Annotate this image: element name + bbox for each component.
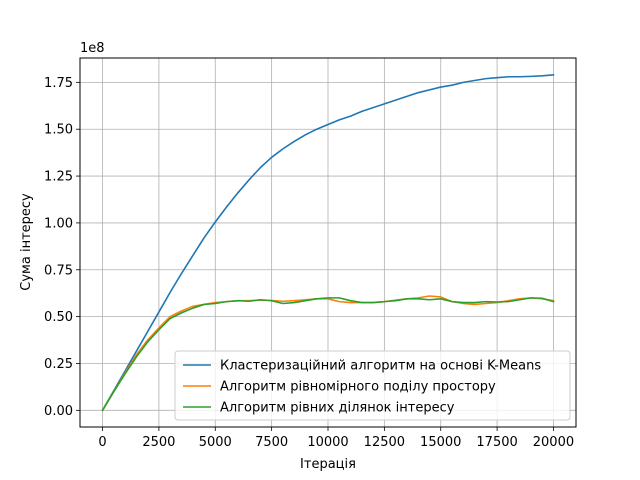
y-tick-label: 1.25 [44,170,73,185]
x-tick-label: 7500 [255,435,288,450]
x-tick-label: 17500 [476,435,517,450]
x-tick-label: 0 [98,435,106,450]
series-line-3 [101,297,555,412]
y-tick-label: 1.75 [44,76,73,91]
x-tick-label: 2500 [142,435,175,450]
x-tick-label: 5000 [199,435,232,450]
x-tick-label: 12500 [364,435,405,450]
legend-label-1: Кластеризаційний алгоритм на основі K-Me… [220,359,541,374]
y-axis-ticks: 0.00 0.25 0.50 0.75 1.00 1.25 1.50 1.75 [44,76,80,419]
y-tick-label: 0.50 [44,310,73,325]
legend-label-3: Алгоритм рівних ділянок інтересу [220,401,455,416]
y-axis-label: Сума інтересу [19,193,34,291]
series-line-1 [101,74,555,412]
x-axis-label: Ітерація [300,457,356,472]
x-tick-label: 15000 [420,435,461,450]
y-offset-text: 1e8 [80,41,105,56]
series-lines [101,74,555,412]
y-tick-label: 0.75 [44,263,73,278]
y-tick-label: 1.50 [44,123,73,138]
y-tick-label: 0.25 [44,357,73,372]
x-tick-label: 20000 [533,435,574,450]
legend-label-2: Алгоритм рівномірного поділу простору [220,380,496,395]
x-tick-label: 10000 [307,435,348,450]
y-tick-label: 1.00 [44,216,73,231]
x-axis-ticks: 0 2500 5000 7500 10000 12500 15000 17500 20000 [98,427,574,450]
y-tick-label: 0.00 [44,404,73,419]
series-line-2 [101,295,555,412]
legend: Кластеризаційний алгоритм на основі K-Me… [174,350,571,421]
legend-frame [174,350,571,421]
